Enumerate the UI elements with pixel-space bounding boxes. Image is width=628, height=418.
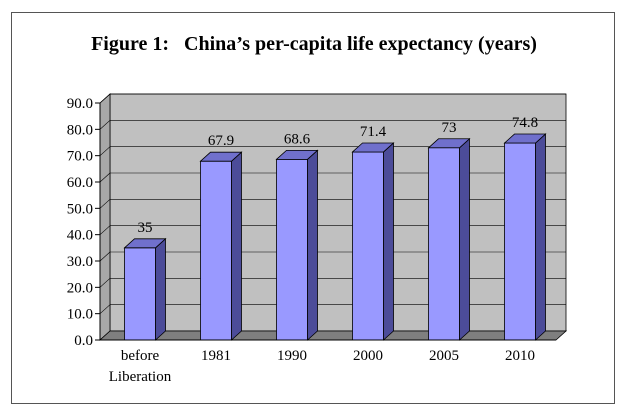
x-axis-ticks: before Liberation 1981 1990 2000 2005 2010 [100,339,556,385]
x-tick-label: 1981 [201,348,231,364]
gridline-side [99,120,111,130]
y-tick-label: 0.0 [74,333,93,349]
data-label: 74.8 [512,115,538,131]
bar-side [231,151,242,341]
bar-side [307,149,318,341]
x-tick-label: 2010 [505,348,535,364]
chart-back-wall [99,93,567,341]
y-axis-ticks: 0.0 10.0 20.0 30.0 40.0 50.0 60.0 70.0 80.0 90.0 [67,96,101,349]
gridline-side [99,304,111,314]
bar-top [199,151,243,162]
x-tick-label: 2005 [429,348,459,364]
gridlines [99,93,566,314]
gridline-side [99,146,111,156]
x-tick-label: Liberation [109,369,172,385]
y-tick-label: 50.0 [67,201,93,217]
gridline-side [99,199,111,209]
bar-side [459,137,470,341]
bar-top [351,142,395,153]
bar-front [200,160,232,341]
y-tick-label: 10.0 [67,307,93,323]
data-label: 71.4 [360,124,387,140]
back-wall [109,93,567,332]
y-tick-label: 80.0 [67,122,93,138]
bar-top [123,238,167,249]
floor [98,330,568,341]
chart-floor [98,330,568,341]
data-label: 73 [442,120,457,136]
y-tick-label: 70.0 [67,149,93,165]
y-tick-label: 20.0 [67,280,93,296]
x-tick-label: before [121,348,160,364]
bar [199,151,243,341]
bar-top [275,149,319,160]
bar-front [428,147,460,341]
bar [123,237,167,341]
x-tick-label: 1990 [277,348,307,364]
y-tick-label: 60.0 [67,175,93,191]
bar [351,142,395,341]
bar [503,133,547,341]
bar-front [352,151,384,341]
bar-side [535,133,546,341]
data-label: 35 [138,220,153,236]
side-wall [99,93,111,341]
data-labels: 35 67.9 68.6 71.4 73 74.8 [138,115,539,236]
y-tick-label: 30.0 [67,254,93,270]
bars [123,133,547,341]
bar-top [427,138,471,149]
gridline-side [99,172,111,183]
bar-front [124,247,156,341]
gridline-side [99,93,111,104]
chart-title: Figure 1: China’s per-capita life expect… [91,33,537,55]
gridline-side [99,225,111,235]
y-tick-label: 40.0 [67,228,93,244]
gridline-side [99,278,111,288]
bar [275,149,319,341]
bar-top [503,133,547,144]
x-tick-label: 2000 [353,348,383,364]
bar-side [383,142,394,341]
bar-front [504,142,536,341]
bar-side [155,237,166,341]
data-label: 67.9 [208,133,234,149]
data-label: 68.6 [284,131,311,147]
bar-front [276,158,308,341]
y-tick-label: 90.0 [67,96,93,112]
bar [427,137,471,341]
gridline-side [99,251,111,262]
